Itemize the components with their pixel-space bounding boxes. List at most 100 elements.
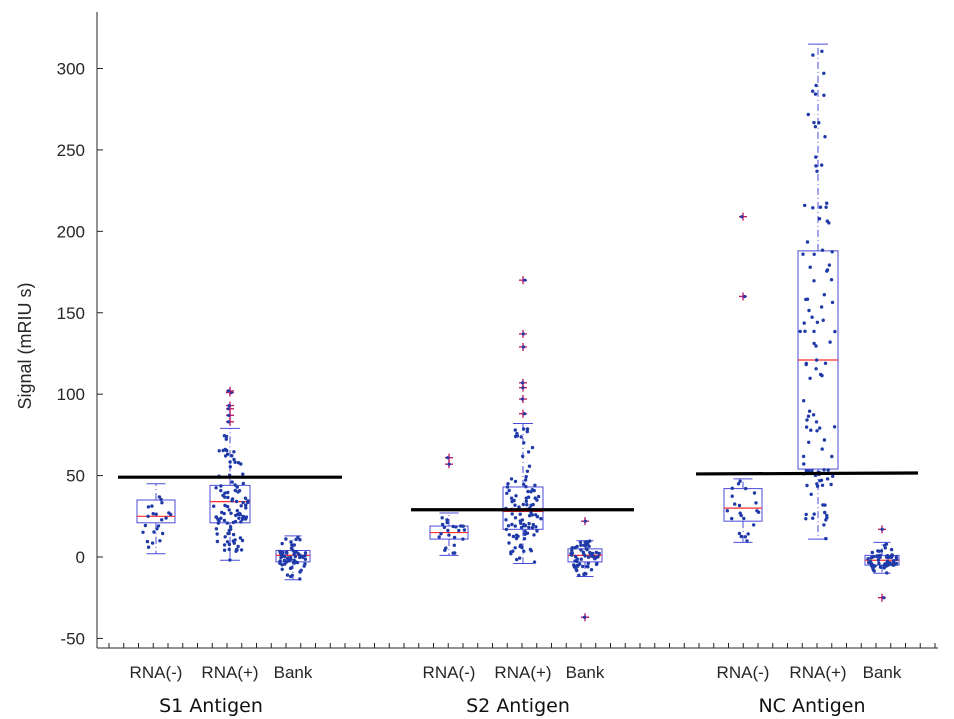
y-tick-label: 300	[57, 60, 85, 79]
data-point	[798, 329, 802, 334]
data-point	[231, 532, 236, 537]
data-point	[527, 464, 532, 468]
data-point	[825, 201, 829, 205]
data-point	[223, 491, 227, 495]
data-point	[214, 527, 219, 531]
data-point	[217, 449, 221, 453]
data-point	[240, 538, 245, 543]
data-point	[521, 427, 526, 431]
data-point	[293, 561, 297, 565]
data-point	[805, 240, 810, 244]
data-point	[506, 482, 510, 486]
data-point	[525, 469, 530, 473]
data-point	[161, 531, 165, 536]
data-point	[281, 553, 285, 557]
data-point	[805, 483, 809, 488]
box	[502, 486, 544, 530]
data-point	[884, 564, 888, 568]
data-point	[872, 569, 876, 573]
data-point	[515, 434, 520, 438]
data-point	[244, 515, 249, 519]
data-point	[814, 155, 818, 159]
data-point	[226, 490, 230, 495]
data-point	[159, 497, 163, 502]
data-point	[293, 554, 297, 559]
data-point	[586, 565, 590, 569]
label-layer: -50 0 50 100 150 200 250 300 RNA(-) RNA(+) Bank RNA…	[57, 60, 902, 718]
data-point	[160, 518, 164, 522]
data-point	[303, 557, 308, 561]
box	[209, 484, 251, 524]
data-point	[819, 305, 824, 309]
data-point	[589, 568, 594, 572]
data-point	[526, 495, 531, 499]
data-point	[229, 527, 233, 531]
y-tick-label: 100	[57, 385, 85, 404]
data-point	[752, 491, 757, 495]
data-point	[239, 520, 243, 524]
data-point	[811, 53, 815, 57]
data-point	[237, 516, 241, 520]
data-point	[744, 486, 748, 491]
data-point	[226, 495, 230, 500]
data-point	[755, 509, 759, 513]
data-point	[824, 518, 828, 522]
data-point	[167, 511, 171, 515]
data-point	[145, 539, 150, 544]
data-point	[520, 381, 525, 385]
point-layer	[141, 49, 899, 622]
data-point	[214, 515, 218, 519]
data-point	[212, 504, 216, 508]
data-point	[822, 71, 826, 76]
data-point	[820, 163, 824, 167]
box-layer	[136, 43, 900, 581]
data-point	[283, 562, 287, 566]
data-point	[518, 544, 522, 549]
data-point	[582, 552, 586, 556]
data-point	[523, 532, 527, 536]
data-point	[521, 345, 526, 349]
data-point	[507, 541, 511, 545]
data-point	[230, 480, 234, 484]
data-point	[228, 465, 232, 469]
data-point	[514, 536, 519, 541]
data-point	[513, 479, 518, 484]
data-point	[593, 557, 597, 561]
data-point	[530, 526, 535, 530]
data-point	[289, 557, 293, 561]
data-point	[303, 553, 307, 558]
data-point	[290, 573, 294, 578]
data-point	[533, 496, 537, 500]
data-point	[582, 543, 586, 547]
data-point	[828, 340, 832, 344]
data-point	[594, 562, 599, 567]
data-point	[303, 562, 307, 566]
data-point	[570, 546, 574, 550]
data-point	[298, 577, 302, 581]
data-point	[884, 555, 889, 559]
data-point	[832, 425, 837, 429]
data-point	[829, 278, 834, 282]
data-point	[510, 499, 514, 504]
category-label: Bank	[274, 663, 313, 682]
data-point	[233, 488, 237, 493]
data-point	[584, 572, 588, 576]
data-point	[141, 530, 145, 534]
data-point	[447, 533, 451, 537]
data-point	[232, 457, 236, 462]
data-point	[230, 454, 234, 458]
data-point	[295, 560, 300, 565]
data-point	[233, 519, 238, 524]
data-point	[820, 248, 825, 252]
data-point	[583, 519, 587, 523]
data-point	[444, 546, 448, 550]
data-point	[239, 462, 243, 466]
group-label: NC Antigen	[758, 695, 865, 717]
data-point	[528, 547, 533, 552]
data-point	[504, 518, 508, 522]
data-point	[298, 538, 302, 542]
data-point	[814, 420, 819, 424]
data-point	[244, 503, 248, 507]
data-point	[830, 300, 835, 305]
